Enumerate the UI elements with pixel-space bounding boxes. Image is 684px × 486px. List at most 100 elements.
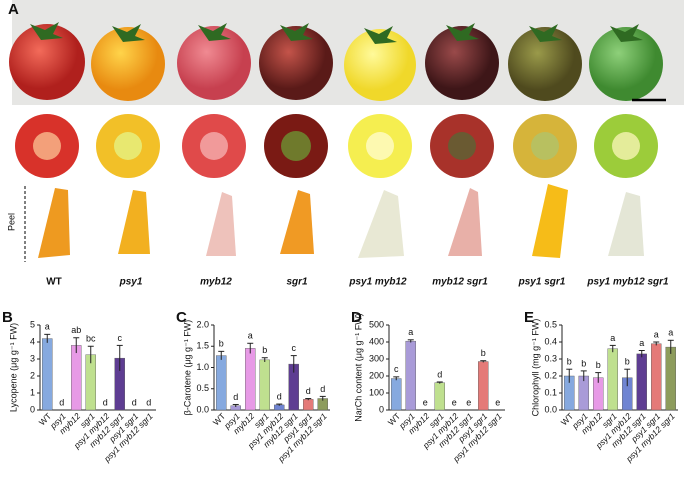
panel-label: A <box>8 1 19 18</box>
error-bar <box>407 339 414 343</box>
significance-letter: e <box>495 397 500 407</box>
panel-label: D <box>351 309 362 326</box>
error-bar <box>566 368 573 383</box>
y-tick-label: 0.0 <box>196 404 209 414</box>
photo-panel: A Peel <box>6 0 684 262</box>
y-axis-label: NarCh content (μg g⁻¹ FW) <box>353 313 363 421</box>
genotype-label: psy1 sgr1 <box>518 277 566 288</box>
significance-letter: b <box>219 339 224 349</box>
error-bar <box>305 398 312 401</box>
y-tick-label: 300 <box>369 353 384 363</box>
bar <box>636 353 647 411</box>
error-bar <box>580 370 587 382</box>
genotype-label: myb12 <box>200 277 232 288</box>
peel-label: Peel <box>6 213 16 231</box>
significance-letter: a <box>639 338 644 348</box>
y-tick-label: 1 <box>30 387 35 397</box>
panel-label: C <box>176 309 187 326</box>
bar <box>434 382 445 411</box>
error-bar <box>247 342 254 354</box>
significance-letter: bc <box>86 334 96 344</box>
y-tick-label: 100 <box>369 387 384 397</box>
error-bar <box>276 403 283 406</box>
significance-letter: b <box>596 360 601 370</box>
chart: C0.00.51.01.52.0β-Carotene (μg g⁻¹ FW) bW… <box>176 309 330 464</box>
bar <box>607 348 618 411</box>
y-tick-label: 2.0 <box>196 319 209 329</box>
significance-letter: b <box>481 348 486 358</box>
y-tick-label: 0.5 <box>544 319 557 329</box>
significance-letter: d <box>233 392 238 402</box>
error-bar <box>595 372 602 383</box>
y-tick-label: 1.5 <box>196 341 209 351</box>
y-axis-label: Chlorophyll (mg g⁻¹ FW) <box>530 319 540 417</box>
significance-letter: a <box>610 333 615 343</box>
error-bar <box>609 344 616 353</box>
chart: D 0 100 200 300 400 500 NarCh content (μg g⁻¹ F… <box>351 309 505 464</box>
significance-letter: d <box>277 391 282 401</box>
y-tick-label: 0.0 <box>544 404 557 414</box>
y-tick-label: 0.2 <box>544 370 557 380</box>
bar <box>651 343 662 411</box>
error-bar <box>87 345 94 364</box>
bar <box>245 348 256 411</box>
error-bar <box>624 368 631 387</box>
significance-letter: b <box>262 345 267 355</box>
error-bar <box>653 341 660 346</box>
significance-letter: a <box>668 328 673 338</box>
significance-letter: ab <box>71 325 81 335</box>
genotype-label: psy1 <box>119 277 143 288</box>
significance-letter: b <box>625 357 630 367</box>
significance-letter: b <box>567 357 572 367</box>
error-bar <box>290 355 297 373</box>
genotype-label: psy1 myb12 sgr1 <box>586 277 669 288</box>
significance-letter: d <box>437 369 442 379</box>
y-tick-label: 1.0 <box>196 362 209 372</box>
significance-letter: e <box>466 397 471 407</box>
error-bar <box>436 381 443 384</box>
significance-letter: e <box>423 397 428 407</box>
significance-letter: d <box>306 386 311 396</box>
error-bar <box>44 333 51 343</box>
y-tick-label: 400 <box>369 336 384 346</box>
y-tick-label: 5 <box>30 319 35 329</box>
y-tick-label: 500 <box>369 319 384 329</box>
y-axis-label: Lycopene (μg g⁻¹ FW) <box>8 323 18 412</box>
error-bar <box>319 395 326 401</box>
y-tick-label: 2 <box>30 370 35 380</box>
bar <box>303 399 314 411</box>
y-tick-label: 4 <box>30 336 35 346</box>
y-tick-label: 0.5 <box>196 383 209 393</box>
bar <box>71 345 82 411</box>
genotype-label: WT <box>46 277 62 288</box>
y-axis-label: β-Carotene (μg g⁻¹ FW) <box>182 320 192 416</box>
y-tick-label: 0.1 <box>544 387 557 397</box>
genotype-label: psy1 myb12 <box>348 277 407 288</box>
error-bar <box>232 403 239 408</box>
bar <box>259 359 270 411</box>
panel-label: E <box>524 309 534 326</box>
significance-letter: d <box>132 397 137 407</box>
significance-letter: a <box>654 329 659 339</box>
bar <box>42 338 53 411</box>
y-tick-label: 0 <box>379 404 384 414</box>
panel-label: B <box>2 309 13 326</box>
bar <box>405 340 416 411</box>
significance-letter: d <box>59 397 64 407</box>
y-tick-label: 200 <box>369 370 384 380</box>
significance-letter: b <box>581 358 586 368</box>
significance-letter: a <box>45 322 50 332</box>
fruit-halves <box>15 114 658 178</box>
significance-letter: d <box>146 397 151 407</box>
significance-letter: d <box>320 384 325 394</box>
error-bar <box>638 350 645 358</box>
genotype-label: myb12 sgr1 <box>432 277 488 288</box>
bar <box>478 361 489 411</box>
error-bar <box>218 350 225 360</box>
bar <box>216 355 227 411</box>
error-bar <box>73 337 80 354</box>
significance-letter: e <box>452 397 457 407</box>
significance-letter: c <box>118 333 123 343</box>
